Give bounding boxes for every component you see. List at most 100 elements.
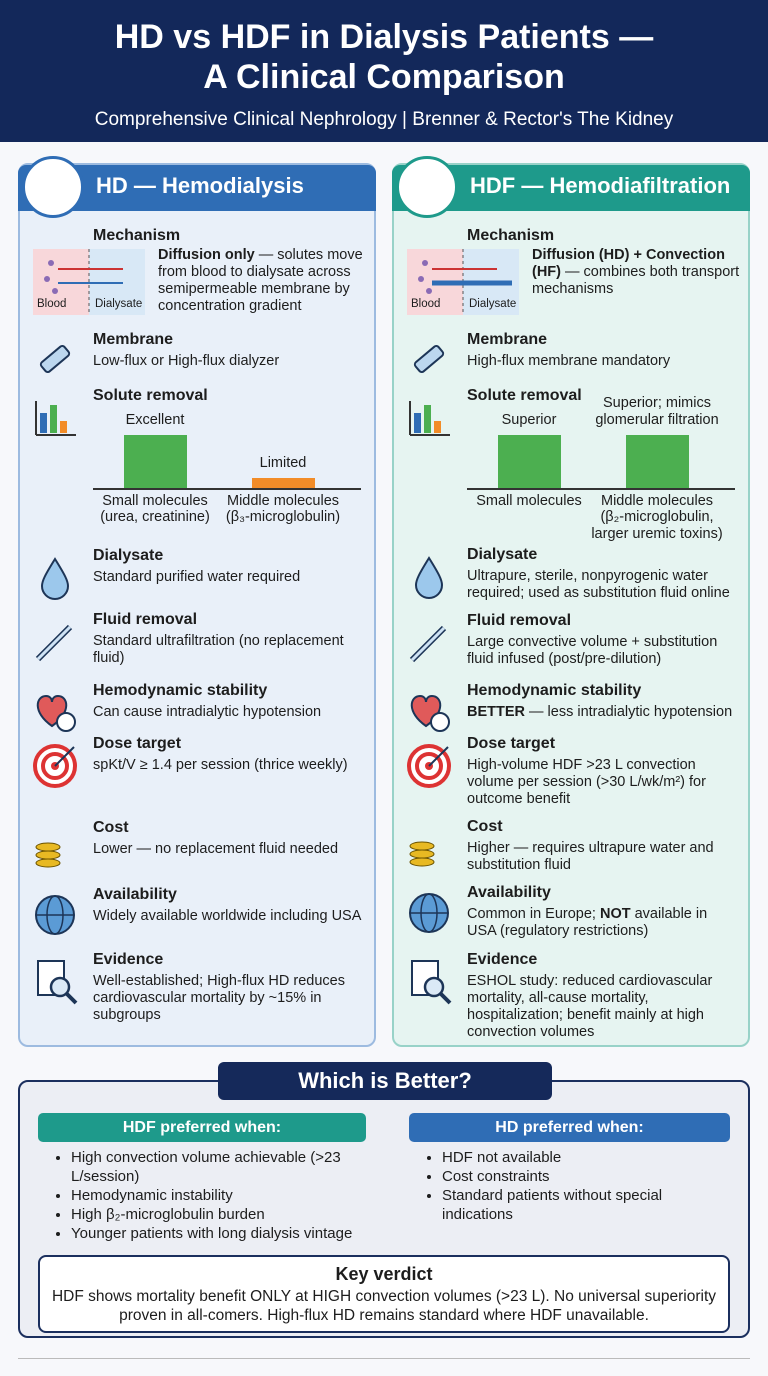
diagram-label: Blood [411, 298, 441, 310]
icon [30, 890, 80, 940]
text-part: Diffusion (HD) + Convection (HF) [532, 247, 725, 280]
text-part: — combines both transport mechanisms [532, 264, 740, 297]
bar [124, 435, 187, 488]
verdict-box [38, 1255, 730, 1333]
icon-graphic [409, 625, 447, 663]
row-text: Low-flux or High-flux dialyzer [93, 353, 363, 370]
row-text: ESHOL study: reduced cardiovascular mort… [467, 973, 739, 1041]
icon [404, 686, 454, 736]
row-heading: Fluid removal [467, 612, 572, 629]
icon [30, 615, 80, 665]
category-label: Small molecules [476, 493, 582, 509]
row-heading: Membrane [93, 331, 174, 348]
row-text: High-volume HDF >23 L convection volume … [467, 757, 739, 808]
panel-title: HDF — Hemodiafiltration [470, 173, 731, 198]
preference-item: High β₂-microglobulin burden [71, 1205, 375, 1224]
icon [30, 686, 80, 736]
icon [33, 249, 145, 315]
icon-graphic [410, 694, 450, 732]
text-part: Well-established; High-flux HD reduces c… [93, 973, 345, 1023]
subtitle: Comprehensive Clinical Nephrology | Bren… [94, 109, 674, 130]
icon [404, 739, 454, 789]
bar-label: Limited [259, 455, 307, 471]
text-part: — solutes move from blood to dialysate a… [158, 247, 363, 314]
row-heading: Mechanism [93, 227, 181, 244]
row-text: spKt/V ≥ 1.4 per session (thrice weekly) [93, 757, 363, 774]
text-part: BETTER [467, 704, 525, 720]
row-heading: Dialysate [467, 546, 538, 563]
panel-title: HD — Hemodialysis [96, 173, 304, 198]
icon [30, 335, 80, 385]
row-heading: Availability [467, 884, 551, 901]
icon [30, 823, 80, 873]
icon-graphic [39, 344, 71, 374]
row-text: Common in Europe; NOT available in USA (… [467, 906, 739, 940]
icon-graphic [409, 841, 435, 867]
icon [404, 550, 454, 600]
row-heading: Solute removal [93, 387, 208, 404]
icon-graphic [37, 960, 78, 1005]
icon [404, 888, 454, 938]
row-text: Diffusion (HD) + Convection (HF) — combi… [532, 247, 742, 298]
preference-item: Hemodynamic instability [71, 1186, 375, 1205]
text-part: Widely available worldwide including USA [93, 908, 362, 924]
bar [626, 435, 689, 488]
row-heading: Dose target [467, 735, 556, 752]
row-heading: Fluid removal [93, 611, 198, 628]
row-heading: Hemodynamic stability [467, 682, 642, 699]
text-part: Common in Europe; [467, 906, 600, 922]
row-heading: Dialysate [93, 547, 164, 564]
icon-graphic [36, 694, 76, 732]
preference-item: HDF not available [442, 1148, 706, 1167]
comparison-title: Which is Better? [218, 1062, 552, 1100]
text-part: Can cause intradialytic hypotension [93, 704, 322, 720]
icon-graphic [414, 556, 444, 599]
category-detail: (urea, creatinine) [100, 509, 210, 525]
preference-list: High convection volume achievable (>23 L… [55, 1148, 375, 1243]
icon [30, 955, 80, 1005]
icon-graphic [35, 624, 73, 662]
diagram-label: Blood [37, 298, 67, 310]
icon-graphic [407, 744, 451, 788]
icon [404, 391, 454, 441]
text-part: Higher — requires ultrapure water and su… [467, 840, 714, 873]
icon-graphic [35, 842, 61, 868]
icon [30, 391, 80, 441]
verdict-title: Key verdict [335, 1264, 433, 1284]
icon [30, 551, 80, 601]
title-line: A Clinical Comparison [203, 58, 565, 96]
chart-baseline [467, 488, 735, 490]
text-part: spKt/V ≥ 1.4 per session (thrice weekly) [93, 757, 348, 773]
row-heading: Cost [467, 818, 503, 835]
bar-label: Superior; mimics glomerular filtration [595, 395, 719, 428]
row-heading: Solute removal [467, 387, 582, 404]
bar [252, 478, 315, 488]
category-detail: (β₃-microglobulin) [225, 509, 341, 525]
icon-graphic [44, 249, 123, 315]
icon-graphic [40, 557, 70, 600]
verdict-text: HDF shows mortality benefit ONLY at HIGH… [51, 1288, 717, 1324]
icon [404, 955, 454, 1005]
icon-graphic [33, 744, 77, 788]
row-text: Ultrapure, sterile, nonpyrogenic water r… [467, 568, 739, 602]
icon [404, 616, 454, 666]
category-label: Small molecules [102, 493, 208, 509]
icon [407, 249, 519, 315]
text-part: available in USA (regulatory restriction… [467, 906, 708, 939]
text-part: Low-flux or High-flux dialyzer [93, 353, 280, 369]
row-heading: Mechanism [467, 227, 555, 244]
row-heading: Membrane [467, 331, 548, 348]
row-heading: Availability [93, 886, 177, 903]
row-heading: Hemodynamic stability [93, 682, 268, 699]
preference-item: Standard patients without special indica… [442, 1186, 706, 1224]
preference-heading: HD preferred when: [409, 1113, 730, 1142]
row-text: Higher — requires ultrapure water and su… [467, 840, 739, 874]
preference-heading: HDF preferred when: [38, 1113, 366, 1142]
preference-item: Younger patients with long dialysis vint… [71, 1224, 375, 1243]
row-text: Can cause intradialytic hypotension [93, 704, 363, 721]
preference-list: HDF not availableCost constraintsStandar… [426, 1148, 706, 1224]
diagram-label: Dialysate [95, 298, 143, 310]
header [0, 0, 768, 142]
row-text: Well-established; High-flux HD reduces c… [93, 973, 363, 1024]
